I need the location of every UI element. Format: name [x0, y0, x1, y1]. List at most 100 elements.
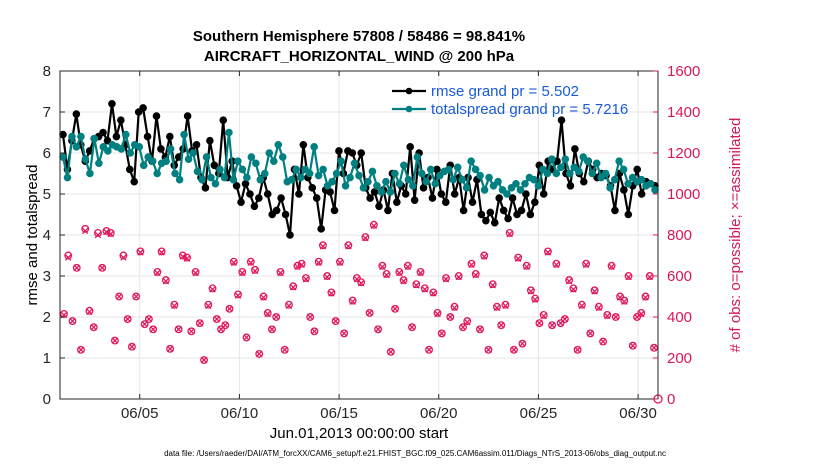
obs-assimilated-point — [413, 281, 420, 289]
obs-assimilated-point — [281, 346, 288, 354]
series-point-1 — [453, 163, 462, 172]
obs-assimilated-point — [357, 279, 365, 287]
obs-possible-point — [77, 345, 85, 354]
obs-assimilated-point — [379, 263, 386, 271]
obs-possible-point — [68, 317, 77, 326]
series-point-1 — [162, 157, 170, 165]
series-point-0 — [486, 208, 495, 217]
obs-possible-point — [272, 313, 281, 321]
obs-possible-point — [577, 300, 586, 309]
obs-assimilated-point — [239, 269, 246, 277]
series-point-0 — [517, 206, 526, 215]
series-point-1 — [202, 153, 211, 161]
series-point-1 — [395, 179, 404, 188]
series-point-0 — [295, 190, 303, 198]
obs-assimilated-point — [73, 264, 80, 272]
obs-possible-point — [153, 267, 162, 276]
obs-possible-point — [297, 259, 306, 268]
series-point-1 — [444, 165, 453, 174]
obs-assimilated-point — [400, 277, 407, 285]
series-point-1 — [606, 184, 614, 192]
obs-possible-point — [403, 261, 412, 270]
series-point-0 — [255, 194, 263, 202]
obs-possible-point — [72, 263, 81, 272]
obs-possible-point — [251, 265, 259, 274]
obs-assimilated-point — [599, 338, 607, 345]
obs-possible-point — [234, 290, 242, 299]
obs-assimilated-point — [553, 261, 560, 268]
obs-possible-point — [127, 342, 136, 351]
obs-assimilated-point — [128, 343, 136, 350]
obs-assimilated-point — [111, 337, 119, 344]
obs-possible-point — [318, 241, 327, 250]
obs-possible-point — [217, 325, 225, 334]
series-point-0 — [384, 206, 392, 215]
obs-possible-point — [187, 327, 196, 336]
series-point-1 — [319, 165, 327, 174]
series-point-0 — [468, 198, 477, 206]
legend-marker — [405, 105, 413, 113]
series-point-1 — [139, 161, 148, 170]
series-point-0 — [299, 141, 308, 149]
obs-possible-point — [195, 319, 204, 328]
obs-assimilated-point — [264, 310, 271, 318]
obs-possible-point — [425, 345, 433, 354]
obs-possible-point — [463, 317, 472, 326]
obs-possible-point — [352, 274, 361, 282]
obs-possible-point — [259, 292, 268, 301]
series-point-0 — [210, 161, 219, 170]
obs-possible-point — [446, 313, 455, 321]
series-point-0 — [495, 194, 504, 202]
obs-possible-point — [229, 257, 238, 266]
obs-assimilated-point — [463, 318, 471, 326]
obs-assimilated-point — [247, 259, 255, 266]
obs-possible-point — [166, 344, 175, 353]
chart-title-line1: Southern Hemisphere 57808 / 58486 = 98.8… — [192, 28, 526, 45]
series-point-0 — [504, 214, 512, 223]
series-point-1 — [198, 175, 206, 184]
series-point-1 — [512, 179, 520, 188]
obs-assimilated-point — [205, 302, 212, 309]
series-point-0 — [401, 190, 410, 198]
obs-assimilated-point — [243, 334, 250, 341]
obs-possible-point — [276, 267, 285, 276]
series-point-1 — [377, 188, 386, 196]
obs-assimilated-point — [650, 344, 658, 352]
series-point-0 — [112, 132, 121, 141]
obs-assimilated-point — [175, 326, 182, 333]
series-point-1 — [552, 169, 561, 178]
series-point-0 — [482, 216, 490, 225]
obs-possible-point — [64, 251, 73, 260]
obs-possible-point — [81, 224, 90, 233]
obs-possible-point — [340, 329, 349, 338]
obs-assimilated-point — [302, 275, 310, 283]
obs-assimilated-point — [328, 290, 335, 297]
series-point-0 — [330, 206, 339, 215]
obs-possible-point — [310, 327, 319, 336]
series-point-1 — [274, 141, 283, 149]
obs-possible-point — [493, 302, 501, 311]
series-point-1 — [243, 173, 251, 182]
obs-possible-point — [123, 315, 132, 323]
obs-assimilated-point — [514, 255, 522, 262]
obs-possible-point — [442, 274, 450, 282]
series-layer — [59, 100, 659, 239]
series-point-1 — [305, 169, 314, 178]
series-point-0 — [410, 196, 419, 204]
series-point-0 — [579, 177, 588, 186]
series-point-1 — [252, 159, 260, 168]
y2-axis-label: # of obs: o=possible; ×=assimilated — [727, 118, 744, 353]
obs-assimilated-point — [277, 269, 284, 277]
series-point-1 — [117, 145, 126, 153]
obs-possible-point — [174, 325, 183, 334]
obs-possible-point — [60, 309, 68, 318]
obs-possible-point — [263, 308, 272, 317]
obs-assimilated-point — [120, 254, 127, 261]
obs-possible-point — [565, 276, 574, 285]
obs-possible-point — [501, 300, 510, 309]
obs-possible-point — [200, 356, 209, 364]
grid — [60, 70, 658, 400]
obs-possible-point — [331, 317, 340, 326]
